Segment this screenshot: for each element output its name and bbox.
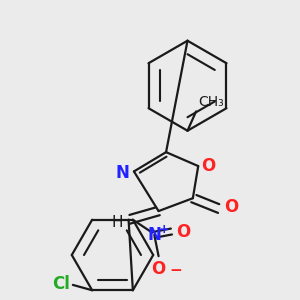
Text: CH₃: CH₃ — [198, 95, 224, 109]
Text: O: O — [201, 157, 216, 175]
Text: −: − — [169, 262, 182, 278]
Text: N: N — [116, 164, 130, 181]
Text: O: O — [152, 260, 166, 278]
Text: +: + — [159, 223, 169, 236]
Text: N: N — [147, 226, 161, 244]
Text: O: O — [224, 198, 238, 216]
Text: O: O — [176, 223, 190, 241]
Text: H: H — [112, 215, 123, 230]
Text: Cl: Cl — [52, 275, 70, 293]
